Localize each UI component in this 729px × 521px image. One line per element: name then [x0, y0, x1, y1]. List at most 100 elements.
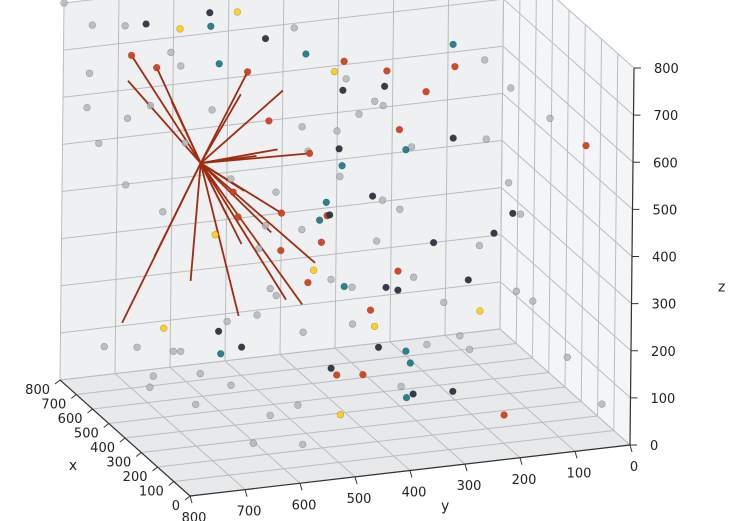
grid-line — [500, 234, 632, 352]
data-point-gray — [208, 106, 216, 114]
data-point-gray — [253, 311, 261, 319]
data-point-gray — [290, 24, 298, 32]
data-point-yellow — [309, 266, 318, 274]
axis-labels: x y z — [69, 280, 726, 515]
data-point-red — [234, 213, 242, 221]
tick-marks: 0100200300400500600700800010020030040050… — [25, 62, 679, 521]
grid-line — [503, 0, 634, 116]
data-point-red — [277, 209, 286, 217]
data-point-gray — [169, 347, 178, 355]
data-point-red — [422, 87, 430, 96]
data-point-gray — [167, 48, 175, 57]
y-tick-mark — [409, 470, 413, 478]
data-point-teal — [315, 216, 324, 224]
data-point-dark — [509, 209, 517, 218]
spoke-line — [200, 162, 316, 264]
y-tick-mark — [299, 483, 303, 491]
data-point-dark — [339, 86, 347, 95]
data-point-red — [265, 117, 273, 125]
data-point-red — [229, 188, 237, 196]
x-tick-mark — [184, 495, 191, 501]
x-tick-label: 200 — [123, 470, 148, 485]
data-point-gray — [512, 287, 521, 295]
data-point-gray — [177, 62, 185, 70]
data-point-gray — [598, 400, 606, 408]
data-point-gray — [95, 139, 103, 148]
y-tick-mark — [629, 444, 633, 453]
data-point-teal — [406, 359, 414, 367]
spoke-line — [121, 162, 202, 324]
y-tick-label: 800 — [182, 511, 207, 521]
grid-line — [224, 360, 356, 478]
data-point-dark — [464, 276, 472, 284]
spoke-line — [193, 152, 202, 164]
data-point-gray — [475, 241, 484, 250]
y-tick-label: 300 — [457, 479, 482, 494]
x-tick-mark — [119, 437, 126, 443]
data-point-dark — [394, 286, 402, 294]
data-point-gray — [371, 97, 379, 106]
x-tick-mark — [135, 452, 142, 457]
x-tick-label: 0 — [172, 499, 180, 514]
data-point-gray — [177, 347, 185, 356]
x-tick-label: 400 — [90, 441, 115, 456]
grid-line — [502, 93, 633, 210]
data-point-gray — [342, 75, 350, 83]
data-point-gray — [261, 222, 270, 230]
scatter-points — [60, 0, 606, 449]
spoke-line — [170, 101, 202, 164]
data-point-gray — [299, 328, 307, 336]
data-point-gray — [159, 208, 167, 216]
spoke-line — [200, 89, 284, 164]
data-point-dark — [382, 283, 390, 292]
data-point-gray — [227, 175, 235, 183]
data-point-dark — [490, 229, 498, 237]
data-point-dark — [261, 34, 270, 43]
z-tick-label: 400 — [652, 251, 677, 266]
data-point-dark — [368, 192, 377, 200]
z-tick-label: 100 — [651, 392, 676, 407]
spoke-line — [200, 162, 272, 234]
y-tick-label: 0 — [630, 460, 638, 475]
x-tick-mark — [70, 394, 77, 399]
x-tick-mark — [103, 423, 110, 428]
data-point-gray — [504, 179, 513, 187]
data-point-gray — [83, 103, 91, 112]
data-point-teal — [340, 282, 348, 291]
x-tick-mark — [152, 466, 158, 472]
x-tick-label: 500 — [74, 427, 99, 442]
grid-line — [59, 328, 501, 381]
grid-line — [62, 92, 503, 145]
data-point-yellow — [211, 231, 219, 239]
spoke-line — [199, 162, 303, 306]
data-point-teal — [338, 162, 346, 170]
data-point-dark — [206, 8, 214, 17]
data-point-gray — [192, 400, 200, 409]
spoke-lines — [121, 54, 316, 324]
data-point-red — [304, 278, 312, 287]
data-point-gray — [266, 284, 274, 293]
spoke-line — [200, 162, 245, 192]
data-point-teal — [322, 198, 330, 207]
y-tick-label: 700 — [237, 505, 262, 520]
data-point-gray — [223, 317, 231, 326]
data-point-gray — [336, 172, 344, 181]
grid-line — [63, 0, 501, 51]
data-point-gray — [299, 440, 307, 449]
data-point-gray — [333, 127, 341, 135]
y-tick-mark — [574, 451, 578, 459]
x-tick-mark — [54, 379, 61, 385]
data-point-gray — [181, 139, 189, 147]
data-point-gray — [88, 21, 97, 29]
data-point-red — [277, 246, 285, 255]
x-tick-mark — [87, 408, 93, 414]
data-point-gray — [149, 372, 158, 380]
data-point-gray — [196, 369, 205, 378]
data-point-teal — [402, 347, 410, 355]
data-point-red — [451, 62, 459, 71]
data-point-gray — [294, 401, 302, 409]
z-tick-label: 300 — [652, 298, 677, 313]
data-point-red — [153, 63, 161, 72]
data-point-red — [127, 51, 136, 60]
data-point-red — [305, 149, 314, 158]
